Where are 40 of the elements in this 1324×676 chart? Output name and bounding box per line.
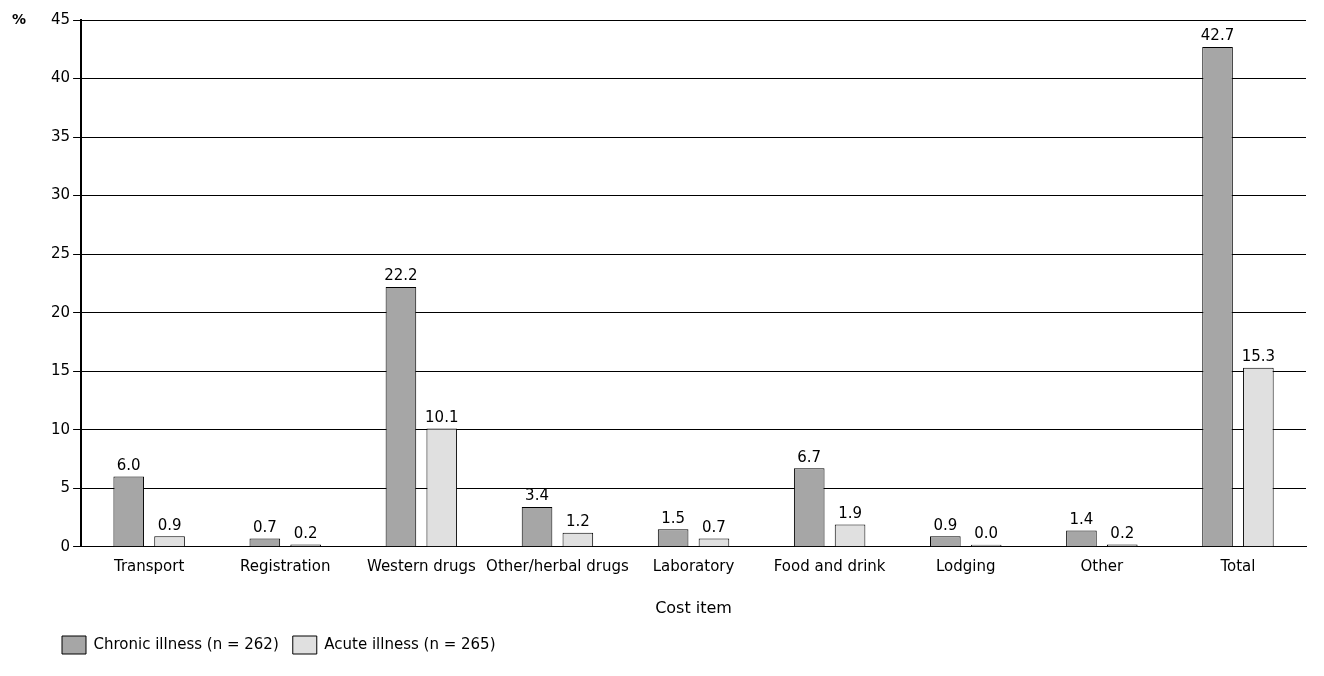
data-label: 1.2 — [565, 512, 590, 531]
y-tick-label: 40 — [50, 68, 71, 87]
x-tick-label: Total — [1219, 556, 1256, 575]
data-label: 0.7 — [702, 518, 726, 536]
data-label: 6.7 — [797, 447, 822, 466]
data-label: 22.2 — [384, 266, 418, 285]
data-label: 1.4 — [1069, 509, 1094, 528]
legend-label: Chronic illness (n = 262) — [93, 634, 279, 653]
x-tick-label: Other/herbal drugs — [486, 556, 629, 575]
x-axis-title: Cost item — [655, 597, 732, 617]
data-label: 1.5 — [661, 508, 686, 527]
data-label: 10.1 — [425, 407, 459, 426]
y-tick-label: 10 — [50, 419, 71, 438]
data-label: 42.7 — [1200, 26, 1235, 45]
y-tick-label: 0 — [60, 536, 71, 555]
data-label: 0.2 — [293, 523, 318, 542]
data-label: 15.3 — [1241, 347, 1276, 366]
data-label: 0.2 — [1110, 523, 1135, 542]
y-tick-label: 20 — [50, 302, 71, 321]
x-tick-label: Laboratory — [652, 556, 735, 575]
data-label: 0.9 — [157, 515, 182, 534]
y-tick-label: 15 — [50, 361, 71, 380]
x-tick-label: Food and drink — [773, 556, 886, 575]
data-label: 0.0 — [974, 524, 999, 543]
x-tick-label: Lodging — [935, 556, 996, 575]
y-tick-label: 35 — [50, 126, 71, 145]
x-tick-label: Other — [1080, 556, 1124, 575]
y-tick-label: 25 — [50, 244, 71, 263]
y-tick-label: 5 — [60, 478, 71, 497]
data-label: 0.7 — [252, 518, 277, 536]
data-label: 0.9 — [933, 515, 958, 534]
x-tick-label: Transport — [112, 556, 185, 575]
data-label: 1.9 — [838, 503, 862, 522]
legend-label: Acute illness (n = 265) — [324, 634, 496, 653]
data-label: 6.0 — [116, 455, 141, 474]
y-tick-label: 30 — [50, 185, 71, 204]
y-axis-title: % — [12, 10, 27, 27]
x-tick-label: Western drugs — [366, 556, 476, 575]
y-tick-label: 45 — [50, 9, 71, 28]
x-tick-label: Registration — [240, 556, 331, 575]
